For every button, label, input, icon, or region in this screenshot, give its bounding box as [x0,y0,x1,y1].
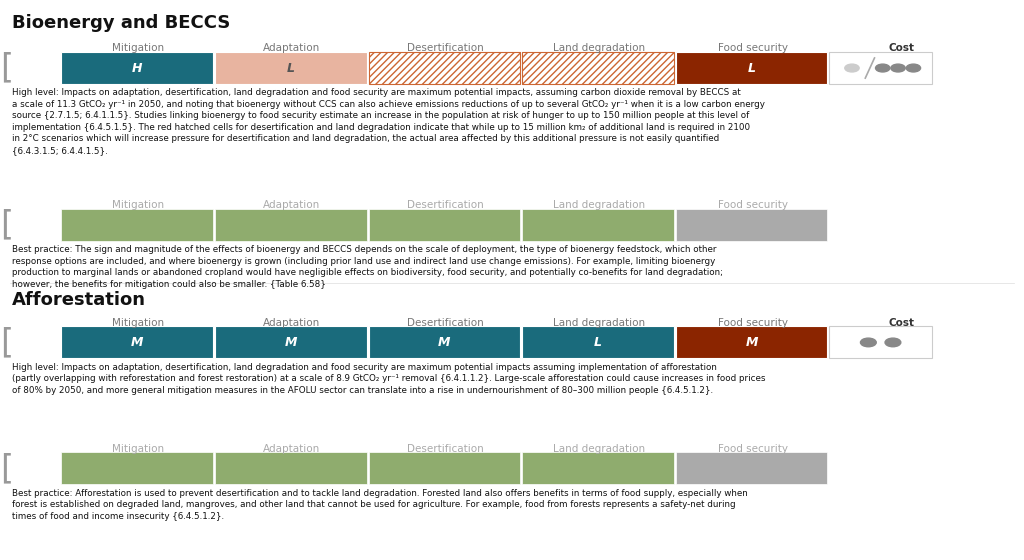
Circle shape [906,64,921,72]
Circle shape [885,338,901,347]
FancyBboxPatch shape [61,52,213,84]
FancyBboxPatch shape [369,326,520,358]
FancyBboxPatch shape [522,52,674,84]
FancyBboxPatch shape [215,452,367,484]
Text: Desertification: Desertification [408,43,483,53]
Text: Food security: Food security [718,43,787,53]
FancyBboxPatch shape [676,209,827,241]
FancyBboxPatch shape [215,326,367,358]
Text: [: [ [0,326,12,359]
Text: Cost: Cost [888,318,914,328]
Text: Land degradation: Land degradation [553,318,645,328]
FancyBboxPatch shape [61,209,213,241]
FancyBboxPatch shape [522,209,674,241]
FancyBboxPatch shape [215,52,367,84]
Text: L: L [287,62,295,74]
Text: [: [ [0,208,12,241]
Text: L: L [748,62,756,74]
Text: Adaptation: Adaptation [263,200,321,210]
Circle shape [860,338,877,347]
Text: Desertification: Desertification [408,200,483,210]
Text: M: M [285,336,297,349]
Text: [: [ [0,452,12,485]
Text: Best practice: The sign and magnitude of the effects of bioenergy and BECCS depe: Best practice: The sign and magnitude of… [12,245,723,288]
FancyBboxPatch shape [369,52,520,84]
Text: Desertification: Desertification [408,318,483,328]
Text: Food security: Food security [718,318,787,328]
Text: High level: Impacts on adaptation, desertification, land degradation and food se: High level: Impacts on adaptation, deser… [12,363,766,395]
FancyBboxPatch shape [215,209,367,241]
Text: M: M [438,336,451,349]
Text: Bioenergy and BECCS: Bioenergy and BECCS [12,14,230,32]
Text: L: L [594,336,602,349]
Text: Adaptation: Adaptation [263,318,321,328]
FancyBboxPatch shape [61,452,213,484]
Text: Desertification: Desertification [408,444,483,454]
Text: Mitigation: Mitigation [113,43,164,53]
Text: Afforestation: Afforestation [12,291,146,309]
FancyBboxPatch shape [369,452,520,484]
Text: Mitigation: Mitigation [113,318,164,328]
FancyBboxPatch shape [676,452,827,484]
Text: Adaptation: Adaptation [263,444,321,454]
Circle shape [876,64,890,72]
Circle shape [845,64,859,72]
Text: Cost: Cost [888,43,914,53]
Text: Food security: Food security [718,200,787,210]
Text: Land degradation: Land degradation [553,43,645,53]
Text: Adaptation: Adaptation [263,43,321,53]
Text: Best practice: Afforestation is used to prevent desertification and to tackle la: Best practice: Afforestation is used to … [12,489,749,521]
Text: High level: Impacts on adaptation, desertification, land degradation and food se: High level: Impacts on adaptation, deser… [12,88,765,155]
FancyBboxPatch shape [676,326,827,358]
FancyBboxPatch shape [522,452,674,484]
Text: Food security: Food security [718,444,787,454]
Text: M: M [131,336,143,349]
Text: H: H [132,62,142,74]
FancyBboxPatch shape [829,52,932,84]
FancyBboxPatch shape [829,326,932,358]
Circle shape [891,64,905,72]
Text: Mitigation: Mitigation [113,200,164,210]
FancyBboxPatch shape [61,326,213,358]
Text: [: [ [0,52,12,85]
Text: M: M [745,336,758,349]
FancyBboxPatch shape [676,52,827,84]
Text: Land degradation: Land degradation [553,444,645,454]
FancyBboxPatch shape [522,326,674,358]
FancyBboxPatch shape [369,209,520,241]
Text: Mitigation: Mitigation [113,444,164,454]
Text: Land degradation: Land degradation [553,200,645,210]
